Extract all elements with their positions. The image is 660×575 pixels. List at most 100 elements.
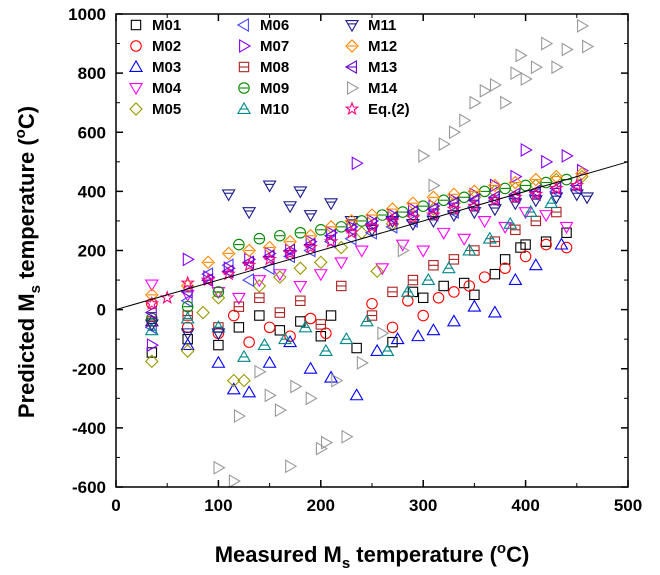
data-point-m02: [432, 292, 445, 304]
data-point-m04: [313, 269, 328, 282]
data-point-m08: [336, 280, 347, 292]
data-point-m11: [211, 328, 226, 341]
y-tick-label: 800: [78, 64, 106, 83]
legend-marker-m04: [128, 83, 144, 96]
data-point-eq2: [303, 239, 318, 254]
data-point-m08: [274, 307, 286, 318]
x-tick-label: 0: [111, 496, 120, 515]
data-point-m03: [211, 355, 226, 368]
data-point-m04: [252, 275, 267, 288]
legend-label: M12: [368, 38, 397, 55]
data-point-m02: [263, 321, 276, 334]
legend: M01 M02 M03 M04 M05 M06 M07 M08 M09 M10 M11 M12 M13 M…: [128, 17, 410, 118]
y-tick-label: 0: [97, 301, 106, 320]
data-point-m13: [385, 210, 398, 225]
data-point-m03: [242, 385, 257, 398]
legend-item-m05: M05: [129, 101, 181, 118]
legend-label: M04: [152, 80, 182, 97]
legend-marker-m14: [347, 80, 360, 96]
data-point-m04: [375, 263, 390, 276]
data-point-m08: [448, 254, 460, 265]
data-point-m11: [262, 180, 277, 193]
data-point-m14: [274, 403, 287, 418]
data-point-m05: [370, 264, 384, 279]
data-point-m10: [298, 320, 313, 333]
data-point-m09: [376, 209, 389, 221]
data-point-m04: [211, 286, 226, 300]
data-point-m14: [438, 137, 451, 152]
data-point-m03: [390, 332, 405, 345]
data-point-m09: [437, 194, 450, 207]
data-point-m04: [498, 221, 513, 234]
data-point-eq2: [144, 296, 160, 310]
data-point-m03: [283, 334, 298, 348]
legend-label: M07: [260, 38, 289, 55]
data-point-m14: [459, 113, 472, 128]
data-point-m09: [499, 182, 511, 195]
data-point-m12: [406, 196, 420, 211]
data-point-m09: [540, 176, 552, 189]
data-point-m12: [575, 166, 589, 181]
data-point-m02: [243, 336, 255, 348]
data-point-m07: [541, 154, 554, 169]
data-point-m12: [242, 243, 256, 258]
data-point-m04: [334, 257, 349, 270]
data-point-m11: [144, 319, 159, 332]
data-point-m12: [529, 172, 543, 187]
data-point-m08: [530, 215, 542, 227]
legend-item-m08: M08: [238, 59, 289, 76]
data-point-m14: [254, 364, 267, 379]
data-point-m14: [500, 95, 513, 110]
data-point-m08: [551, 206, 562, 218]
data-point-m14: [515, 48, 528, 63]
data-point-m04: [457, 233, 472, 246]
data-point-m14: [213, 460, 226, 475]
data-point-m08: [315, 319, 327, 330]
data-point-m09: [233, 238, 245, 251]
data-point-m14: [377, 326, 390, 341]
data-point-m01: [351, 342, 362, 354]
x-tick-label: 400: [511, 496, 539, 515]
data-point-m03: [180, 337, 195, 351]
data-point-m09: [212, 286, 225, 298]
data-point-eq2: [262, 251, 277, 266]
legend-label: M05: [152, 101, 181, 118]
data-point-m03: [349, 388, 364, 401]
data-point-m11: [303, 210, 318, 223]
data-point-m07: [520, 142, 533, 157]
data-point-m10: [400, 284, 415, 297]
data-point-m09: [294, 226, 307, 239]
data-point-m12: [426, 190, 441, 205]
data-point-eq2: [549, 180, 564, 195]
data-point-eq2: [569, 177, 585, 192]
data-point-m12: [145, 288, 159, 302]
data-point-m03: [426, 323, 441, 336]
data-point-eq2: [344, 225, 359, 239]
data-point-m01: [213, 339, 224, 351]
data-point-eq2: [528, 186, 544, 201]
data-point-m07: [146, 338, 159, 353]
data-point-m01: [489, 268, 501, 280]
data-point-m01: [146, 347, 158, 358]
legend-marker-m01: [130, 19, 142, 31]
legend-marker-m07: [239, 38, 252, 54]
x-axis-title: Measured Ms temperature (oC): [215, 540, 530, 572]
data-point-m03: [262, 355, 277, 368]
data-point-m03: [226, 382, 241, 395]
legend-item-m07: M07: [239, 38, 289, 55]
data-point-m14: [541, 36, 554, 51]
data-point-m11: [180, 328, 195, 341]
x-tick-label: 100: [204, 496, 232, 515]
data-point-m06: [180, 293, 193, 308]
data-point-m02: [499, 262, 511, 275]
data-point-m11: [324, 198, 339, 211]
data-point-m12: [447, 187, 461, 202]
data-point-eq2: [385, 213, 400, 228]
legend-label: Eq.(2): [368, 101, 410, 118]
data-point-m10: [380, 343, 395, 356]
data-point-m14: [510, 66, 523, 81]
data-point-m03: [528, 258, 543, 271]
data-point-m03: [446, 314, 461, 327]
y-tick-label: -400: [72, 419, 106, 438]
data-point-m09: [458, 191, 470, 204]
